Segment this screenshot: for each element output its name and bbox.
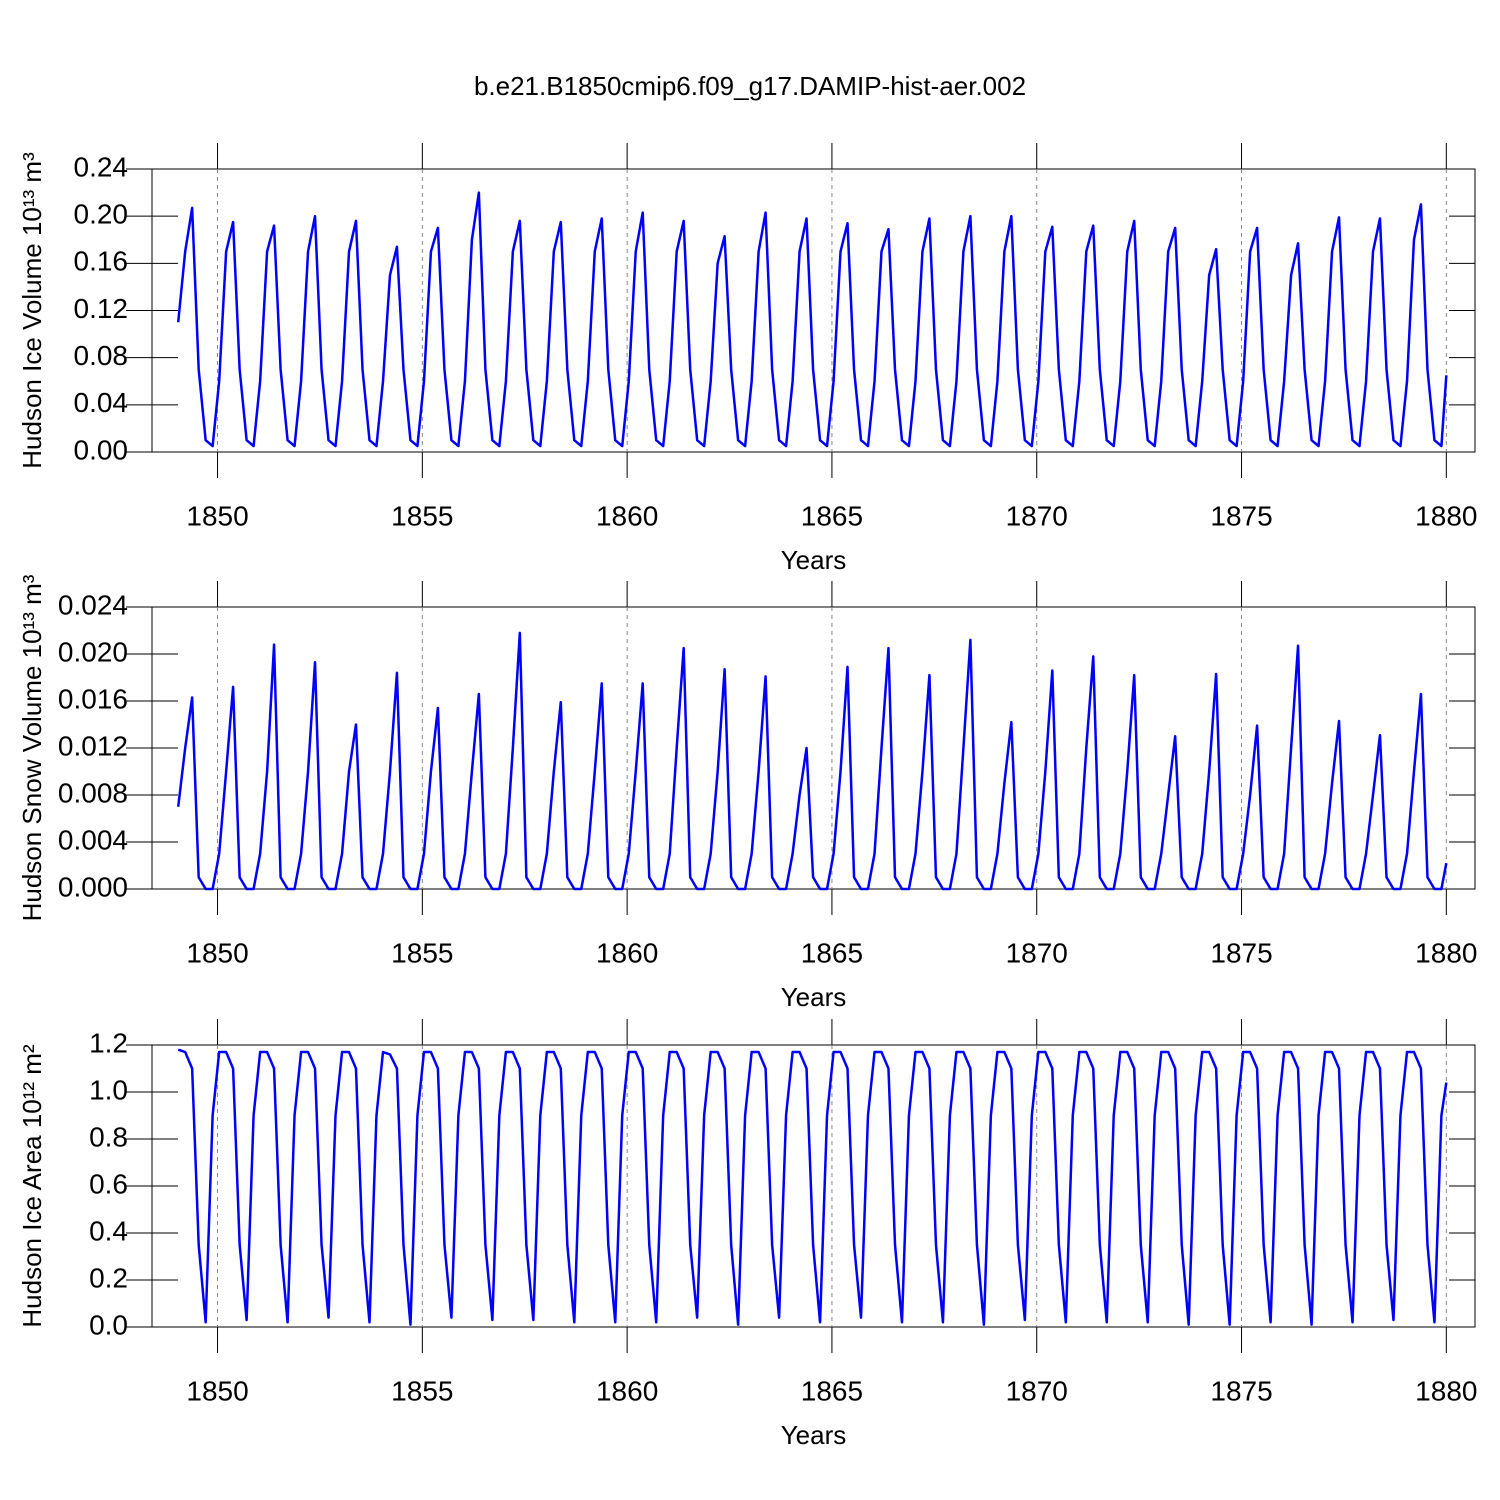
y-tick-label: 0.12 [74,293,129,324]
x-tick-label: 1855 [391,1375,453,1406]
y-axis-title: Hudson Ice Area 10¹² m² [17,1044,47,1328]
plot-frame [151,1044,1476,1328]
x-tick-label: 1875 [1210,500,1272,531]
y-tick-label: 0.004 [58,824,128,855]
y-tick-label: 0.000 [58,871,128,902]
data-line [177,1048,1448,1326]
y-tick-label: 0.008 [58,777,128,808]
y-tick-label: 0.6 [89,1168,128,1199]
plot-frame [151,606,1476,890]
x-tick-label: 1865 [801,1375,863,1406]
x-tick-label: 1870 [1006,1375,1068,1406]
x-tick-label: 1860 [596,1375,658,1406]
x-tick-label: 1875 [1210,1375,1272,1406]
y-tick-label: 0.20 [74,199,129,230]
y-axis-title: Hudson Ice Volume 10¹³ m³ [17,152,47,469]
y-tick-label: 0.0 [89,1309,128,1340]
x-tick-label: 1880 [1415,500,1477,531]
x-tick-label: 1880 [1415,1375,1477,1406]
y-tick-label: 1.2 [89,1027,128,1058]
x-tick-label: 1855 [391,500,453,531]
chart-title: b.e21.B1850cmip6.f09_g17.DAMIP-hist-aer.… [474,71,1026,101]
x-tick-label: 1865 [801,937,863,968]
y-tick-label: 0.2 [89,1262,128,1293]
x-tick-label: 1870 [1006,500,1068,531]
x-tick-label: 1860 [596,500,658,531]
y-tick-label: 0.16 [74,246,129,277]
y-tick-label: 0.04 [74,387,129,418]
x-tick-label: 1850 [186,937,248,968]
x-tick-label: 1850 [186,1375,248,1406]
y-tick-label: 0.8 [89,1121,128,1152]
x-tick-label: 1855 [391,937,453,968]
x-tick-label: 1880 [1415,937,1477,968]
x-axis-title: Years [781,1420,847,1450]
x-tick-label: 1860 [596,937,658,968]
data-line [176,631,1448,891]
x-tick-label: 1870 [1006,937,1068,968]
x-axis-title: Years [781,545,847,575]
x-tick-label: 1875 [1210,937,1272,968]
y-axis-title: Hudson Snow Volume 10¹³ m³ [17,574,47,921]
y-tick-label: 0.024 [58,589,128,620]
plot-frame [151,168,1476,453]
x-axis-title: Years [781,982,847,1012]
x-tick-label: 1865 [801,500,863,531]
y-tick-label: 0.012 [58,730,128,761]
y-tick-label: 0.00 [74,434,129,465]
y-tick-label: 0.24 [74,151,129,182]
y-tick-label: 0.4 [89,1215,128,1246]
y-tick-label: 0.016 [58,683,128,714]
x-tick-label: 1850 [186,500,248,531]
y-tick-label: 0.020 [58,636,128,667]
data-line [176,191,1448,448]
y-tick-label: 0.08 [74,340,129,371]
y-tick-label: 1.0 [89,1074,128,1105]
